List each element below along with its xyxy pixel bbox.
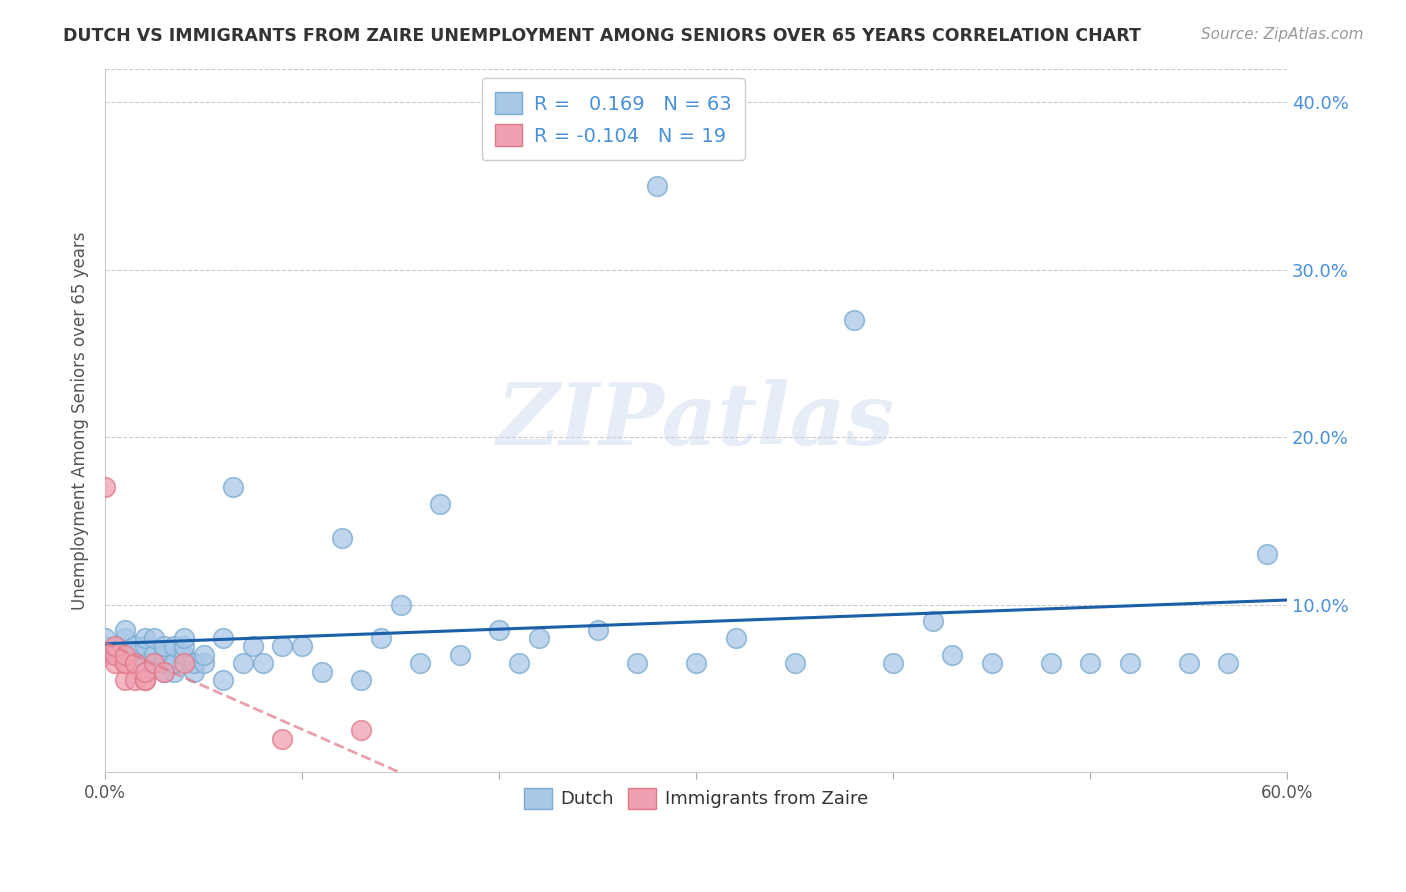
Text: DUTCH VS IMMIGRANTS FROM ZAIRE UNEMPLOYMENT AMONG SENIORS OVER 65 YEARS CORRELAT: DUTCH VS IMMIGRANTS FROM ZAIRE UNEMPLOYM…	[63, 27, 1142, 45]
Point	[921, 615, 943, 629]
Point	[1039, 656, 1062, 670]
Point	[134, 631, 156, 645]
Text: ZIPatlas: ZIPatlas	[498, 378, 896, 462]
Point	[183, 665, 205, 679]
Point	[124, 648, 146, 662]
Point	[153, 665, 176, 679]
Point	[163, 665, 186, 679]
Point	[153, 640, 176, 654]
Point	[882, 656, 904, 670]
Legend: Dutch, Immigrants from Zaire: Dutch, Immigrants from Zaire	[517, 780, 875, 816]
Point	[114, 631, 136, 645]
Point	[271, 640, 294, 654]
Point	[114, 656, 136, 670]
Point	[330, 531, 353, 545]
Point	[114, 673, 136, 687]
Point	[153, 656, 176, 670]
Point	[370, 631, 392, 645]
Point	[1177, 656, 1199, 670]
Point	[143, 656, 166, 670]
Point	[586, 623, 609, 637]
Point	[1256, 547, 1278, 561]
Text: Source: ZipAtlas.com: Source: ZipAtlas.com	[1201, 27, 1364, 42]
Point	[783, 656, 806, 670]
Point	[685, 656, 707, 670]
Point	[114, 656, 136, 670]
Point	[183, 656, 205, 670]
Point	[173, 656, 195, 670]
Point	[980, 656, 1002, 670]
Point	[163, 656, 186, 670]
Point	[124, 640, 146, 654]
Point	[232, 656, 254, 670]
Point	[449, 648, 471, 662]
Point	[94, 631, 117, 645]
Point	[242, 640, 264, 654]
Point	[508, 656, 530, 670]
Point	[527, 631, 550, 645]
Point	[104, 640, 127, 654]
Point	[134, 640, 156, 654]
Point	[350, 723, 373, 738]
Point	[173, 631, 195, 645]
Point	[134, 673, 156, 687]
Point	[193, 656, 215, 670]
Point	[134, 665, 156, 679]
Point	[104, 648, 127, 662]
Point	[212, 673, 235, 687]
Point	[153, 665, 176, 679]
Point	[143, 656, 166, 670]
Point	[941, 648, 963, 662]
Point	[252, 656, 274, 670]
Point	[842, 313, 865, 327]
Point	[104, 648, 127, 662]
Point	[114, 648, 136, 662]
Point	[645, 178, 668, 193]
Point	[104, 656, 127, 670]
Point	[1216, 656, 1239, 670]
Point	[114, 623, 136, 637]
Point	[350, 673, 373, 687]
Point	[124, 656, 146, 670]
Point	[311, 665, 333, 679]
Y-axis label: Unemployment Among Seniors over 65 years: Unemployment Among Seniors over 65 years	[72, 231, 89, 609]
Point	[143, 648, 166, 662]
Point	[94, 640, 117, 654]
Point	[124, 673, 146, 687]
Point	[222, 480, 245, 494]
Point	[1078, 656, 1101, 670]
Point	[1118, 656, 1140, 670]
Point	[173, 648, 195, 662]
Point	[94, 648, 117, 662]
Point	[626, 656, 648, 670]
Point	[143, 631, 166, 645]
Point	[193, 648, 215, 662]
Point	[153, 648, 176, 662]
Point	[429, 497, 451, 511]
Point	[389, 598, 412, 612]
Point	[212, 631, 235, 645]
Point	[163, 640, 186, 654]
Point	[134, 656, 156, 670]
Point	[173, 640, 195, 654]
Point	[409, 656, 432, 670]
Point	[291, 640, 314, 654]
Point	[488, 623, 510, 637]
Point	[134, 673, 156, 687]
Point	[94, 480, 117, 494]
Point	[724, 631, 747, 645]
Point	[271, 731, 294, 746]
